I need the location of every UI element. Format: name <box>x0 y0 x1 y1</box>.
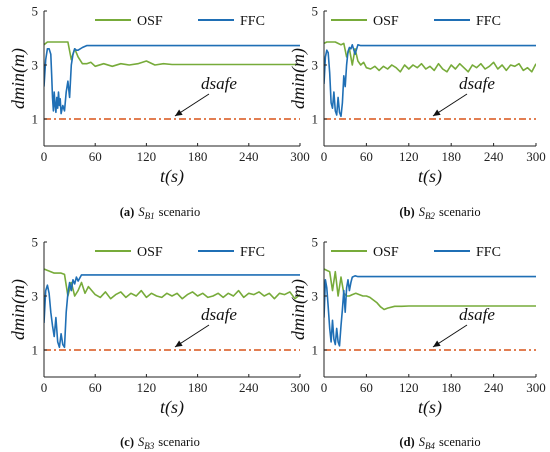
y-axis-label: dmin(m) <box>8 48 29 109</box>
y-tick-label: 3 <box>312 58 319 73</box>
caption-suffix: scenario <box>439 435 481 449</box>
x-tick-label: 180 <box>441 380 461 395</box>
x-tick-label: 120 <box>399 149 419 164</box>
x-tick-label: 0 <box>41 149 48 164</box>
y-axis-label: dmin(m) <box>288 48 309 109</box>
caption-symbol: S <box>419 435 426 449</box>
legend-label-osf: OSF <box>137 14 163 29</box>
chart-panel-2: 0 60 120 180 240 300 1 3 5 t(s) dmin(m) OSF FFC dsafe… <box>288 4 546 222</box>
caption-suffix: scenario <box>439 205 481 219</box>
x-tick-label: 120 <box>137 380 157 395</box>
y-tick-label: 3 <box>312 289 319 304</box>
y-tick-label: 5 <box>312 235 319 250</box>
annotation-dsafe-label: dsafe <box>459 74 495 93</box>
y-axis-label: dmin(m) <box>288 279 309 340</box>
legend-label-osf: OSF <box>373 14 399 29</box>
x-tick-label: 60 <box>89 149 102 164</box>
y-tick-label: 3 <box>32 58 39 73</box>
series-line-ffc <box>44 44 300 115</box>
caption-subscript: B3 <box>144 441 154 451</box>
series-line-osf <box>324 268 536 311</box>
annotation-arrow-head <box>175 340 183 347</box>
panel-caption: (d) SB4 scenario <box>399 435 480 451</box>
x-tick-label: 180 <box>188 380 208 395</box>
caption-letter: (b) <box>399 205 414 219</box>
x-tick-label: 300 <box>526 380 546 395</box>
y-tick-label: 5 <box>32 4 39 19</box>
x-tick-label: 120 <box>399 380 419 395</box>
caption-letter: (a) <box>120 205 135 219</box>
y-tick-label: 5 <box>312 4 319 19</box>
y-tick-label: 3 <box>32 289 39 304</box>
series-line-ffc <box>324 43 536 118</box>
x-tick-label: 180 <box>441 149 461 164</box>
x-tick-label: 300 <box>526 149 546 164</box>
series-line-ffc <box>324 274 536 347</box>
annotation-arrow-head <box>433 109 441 116</box>
x-tick-label: 240 <box>484 380 504 395</box>
legend-label-ffc: FFC <box>240 14 265 29</box>
x-axis-label: t(s) <box>160 397 184 418</box>
chart-panel-4: 0 60 120 180 240 300 1 3 5 t(s) dmin(m) OSF FFC dsafe… <box>288 235 546 452</box>
series-line-osf <box>324 41 536 73</box>
caption-subscript: B1 <box>145 211 155 221</box>
y-tick-label: 5 <box>32 235 39 250</box>
y-tick-label: 1 <box>312 343 319 358</box>
x-tick-label: 300 <box>290 149 310 164</box>
caption-letter: (d) <box>399 435 414 449</box>
legend-label-ffc: FFC <box>240 245 265 260</box>
panel-caption: (c) SB3 scenario <box>120 435 200 451</box>
caption-subscript: B4 <box>425 441 435 451</box>
y-tick-label: 1 <box>32 343 39 358</box>
x-tick-label: 240 <box>239 149 259 164</box>
panel-caption: (b) SB2 scenario <box>399 205 480 221</box>
legend-label-osf: OSF <box>373 245 399 260</box>
panel-caption: (a) SB1 scenario <box>120 205 200 221</box>
x-axis-label: t(s) <box>160 166 184 187</box>
series-line-osf <box>44 41 300 68</box>
caption-symbol: S <box>138 205 145 219</box>
x-tick-label: 0 <box>321 149 328 164</box>
x-tick-label: 60 <box>360 149 373 164</box>
x-tick-label: 60 <box>360 380 373 395</box>
series-line-osf <box>44 268 300 300</box>
x-tick-label: 120 <box>137 149 157 164</box>
x-tick-label: 300 <box>290 380 310 395</box>
caption-suffix: scenario <box>158 435 200 449</box>
x-tick-label: 0 <box>321 380 328 395</box>
x-tick-label: 180 <box>188 149 208 164</box>
x-tick-label: 240 <box>484 149 504 164</box>
caption-symbol: S <box>419 205 426 219</box>
legend-label-ffc: FFC <box>476 245 501 260</box>
caption-letter: (c) <box>120 435 134 449</box>
x-tick-label: 240 <box>239 380 259 395</box>
y-tick-label: 1 <box>312 112 319 127</box>
annotation-dsafe-label: dsafe <box>201 305 237 324</box>
legend-label-osf: OSF <box>137 245 163 260</box>
chart-panel-3: 0 60 120 180 240 300 1 3 5 t(s) dmin(m) OSF FFC dsafe… <box>8 235 310 452</box>
caption-subscript: B2 <box>425 211 435 221</box>
x-axis-label: t(s) <box>418 397 442 418</box>
caption-suffix: scenario <box>159 205 201 219</box>
x-axis-label: t(s) <box>418 166 442 187</box>
legend-label-ffc: FFC <box>476 14 501 29</box>
x-tick-label: 0 <box>41 380 48 395</box>
y-axis-label: dmin(m) <box>8 279 29 340</box>
annotation-arrow-head <box>433 340 441 347</box>
series-line-ffc <box>44 274 300 349</box>
annotation-arrow-head <box>175 109 183 116</box>
annotation-dsafe-label: dsafe <box>201 74 237 93</box>
chart-panel-1: 0 60 120 180 240 300 1 3 5 t(s) dmin(m) OSF FFC dsafe… <box>8 4 310 222</box>
y-tick-label: 1 <box>32 112 39 127</box>
x-tick-label: 60 <box>89 380 102 395</box>
annotation-dsafe-label: dsafe <box>459 305 495 324</box>
caption-symbol: S <box>138 435 145 449</box>
